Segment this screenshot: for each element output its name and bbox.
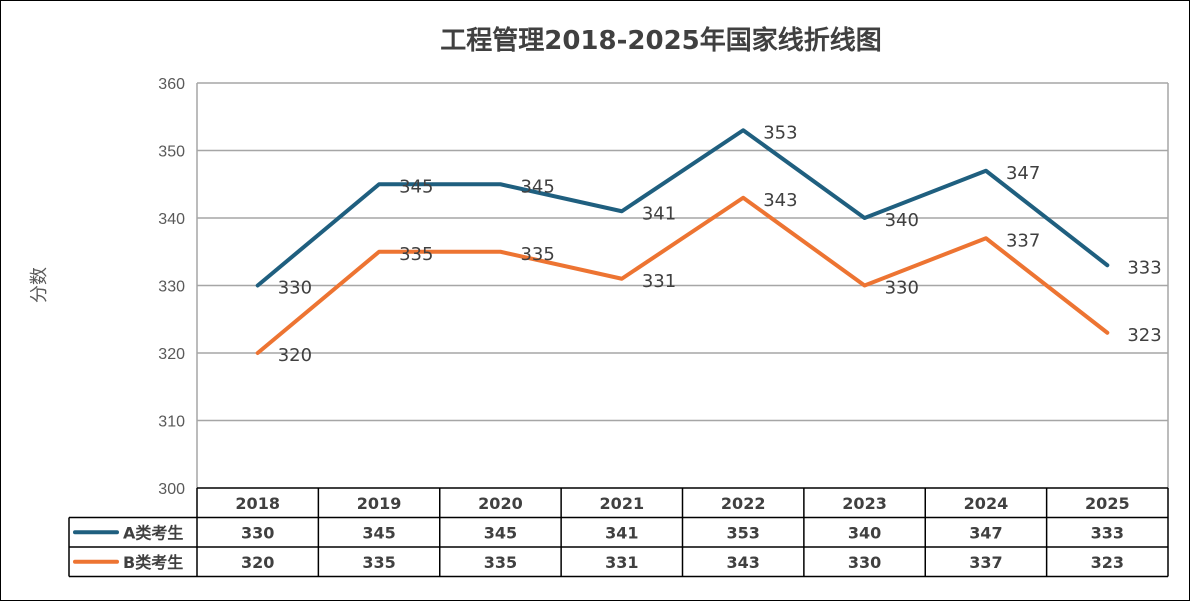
data-label: 330: [278, 278, 312, 299]
y-axis-label: 分数: [29, 267, 50, 303]
x-tick-label: 2020: [478, 494, 523, 513]
table-cell: 323: [1091, 553, 1124, 572]
data-label: 330: [885, 278, 919, 299]
data-label: 345: [520, 176, 554, 197]
table-cell: 335: [484, 553, 517, 572]
data-label: 323: [1127, 325, 1161, 346]
legend-label: A类考生: [123, 523, 183, 542]
x-tick-label: 2025: [1085, 494, 1130, 513]
data-label: 335: [520, 244, 554, 265]
data-label: 347: [1006, 163, 1040, 184]
y-tick-label: 350: [158, 144, 185, 161]
table-cell: 343: [726, 553, 759, 572]
table-cell: 330: [848, 553, 881, 572]
x-tick-label: 2021: [600, 494, 645, 513]
table-cell: 335: [362, 553, 395, 572]
data-label: 333: [1127, 257, 1161, 278]
table-cell: 347: [969, 523, 1002, 542]
x-tick-label: 2019: [357, 494, 402, 513]
y-tick-label: 300: [158, 481, 185, 498]
legend-label: B类考生: [123, 553, 183, 572]
data-label: 345: [399, 176, 433, 197]
table-cell: 337: [969, 553, 1002, 572]
chart-title: 工程管理2018-2025年国家线折线图: [440, 25, 882, 56]
data-label: 320: [278, 345, 312, 366]
table-cell: 353: [726, 523, 759, 542]
x-tick-label: 2024: [964, 494, 1009, 513]
x-tick-label: 2018: [235, 494, 280, 513]
data-label: 341: [642, 203, 676, 224]
data-label: 337: [1006, 230, 1040, 251]
y-tick-label: 330: [158, 279, 185, 296]
table-cell: 330: [241, 523, 274, 542]
x-tick-label: 2022: [721, 494, 766, 513]
x-tick-label: 2023: [842, 494, 887, 513]
table-cell: 320: [241, 553, 274, 572]
y-tick-label: 360: [158, 76, 185, 93]
data-label: 331: [642, 271, 676, 292]
y-tick-label: 320: [158, 346, 185, 363]
table-cell: 345: [484, 523, 517, 542]
plot-area: 300 310 320 330 340 350 360 330 345 345 341 353 340 3…: [158, 76, 1169, 498]
data-label: 340: [885, 210, 919, 231]
series-line-b: [255, 195, 1110, 355]
data-table: 2018 2019 2020 2021 2022 2023 2024 2025 A类考生 330 3…: [68, 487, 1169, 578]
data-label: 353: [763, 122, 797, 143]
table-cell: 341: [605, 523, 638, 542]
table-cell: 333: [1091, 523, 1124, 542]
table-cell: 345: [362, 523, 395, 542]
y-tick-label: 310: [158, 414, 185, 431]
table-cell: 340: [848, 523, 881, 542]
data-label: 335: [399, 244, 433, 265]
data-label: 343: [763, 190, 797, 211]
y-tick-label: 340: [158, 211, 185, 228]
table-cell: 331: [605, 553, 638, 572]
series-line-a: [255, 128, 1110, 288]
